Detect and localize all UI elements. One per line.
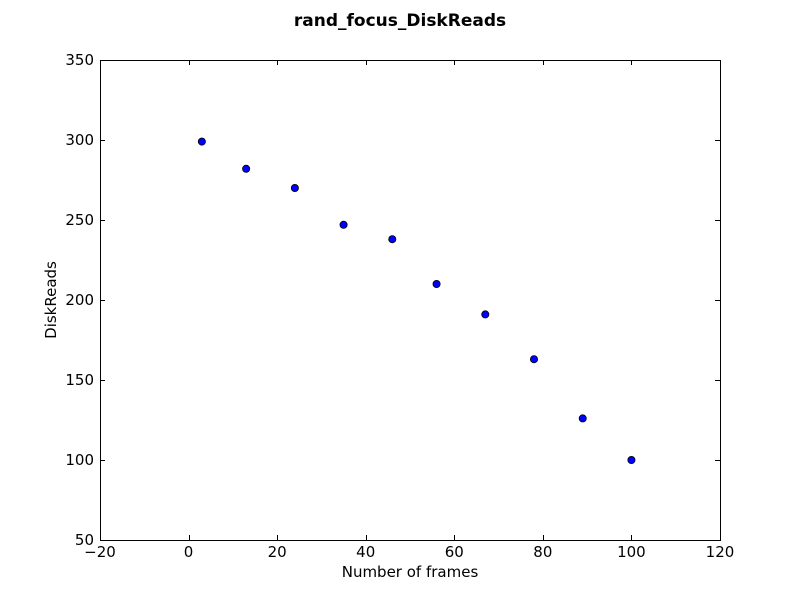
- x-axis-label: Number of frames: [342, 563, 479, 581]
- data-points: [197, 137, 636, 464]
- y-tick-label: 200: [65, 291, 94, 309]
- x-tick-label: 100: [617, 543, 646, 561]
- data-point: [339, 220, 348, 229]
- y-tick-label: 100: [65, 451, 94, 469]
- y-tick-label: 50: [75, 531, 94, 549]
- y-tick-label: 150: [65, 371, 94, 389]
- data-point: [197, 137, 206, 146]
- data-point: [481, 310, 490, 319]
- data-point: [578, 414, 587, 423]
- axis-ticks: −20 0 20 40 60 80 100 120 50 100 150 200 250 300 350: [65, 51, 734, 561]
- x-tick-label: 80: [533, 543, 552, 561]
- x-tick-label: 120: [706, 543, 735, 561]
- chart-title: rand_focus_DiskReads: [294, 11, 506, 31]
- y-axis-label: DiskReads: [42, 261, 60, 339]
- plot-frame: [100, 60, 721, 541]
- data-point: [242, 164, 251, 173]
- y-tick-label: 250: [65, 211, 94, 229]
- data-point: [290, 183, 299, 192]
- data-point: [432, 279, 441, 288]
- y-tick-label: 350: [65, 51, 94, 69]
- data-point: [530, 355, 539, 364]
- x-tick-label: 60: [445, 543, 464, 561]
- data-point: [627, 455, 636, 464]
- y-tick-label: 300: [65, 131, 94, 149]
- x-tick-label: 20: [268, 543, 287, 561]
- x-tick-label: 0: [184, 543, 194, 561]
- data-point: [388, 235, 397, 244]
- x-tick-label: −20: [84, 543, 116, 561]
- x-tick-label: 40: [356, 543, 375, 561]
